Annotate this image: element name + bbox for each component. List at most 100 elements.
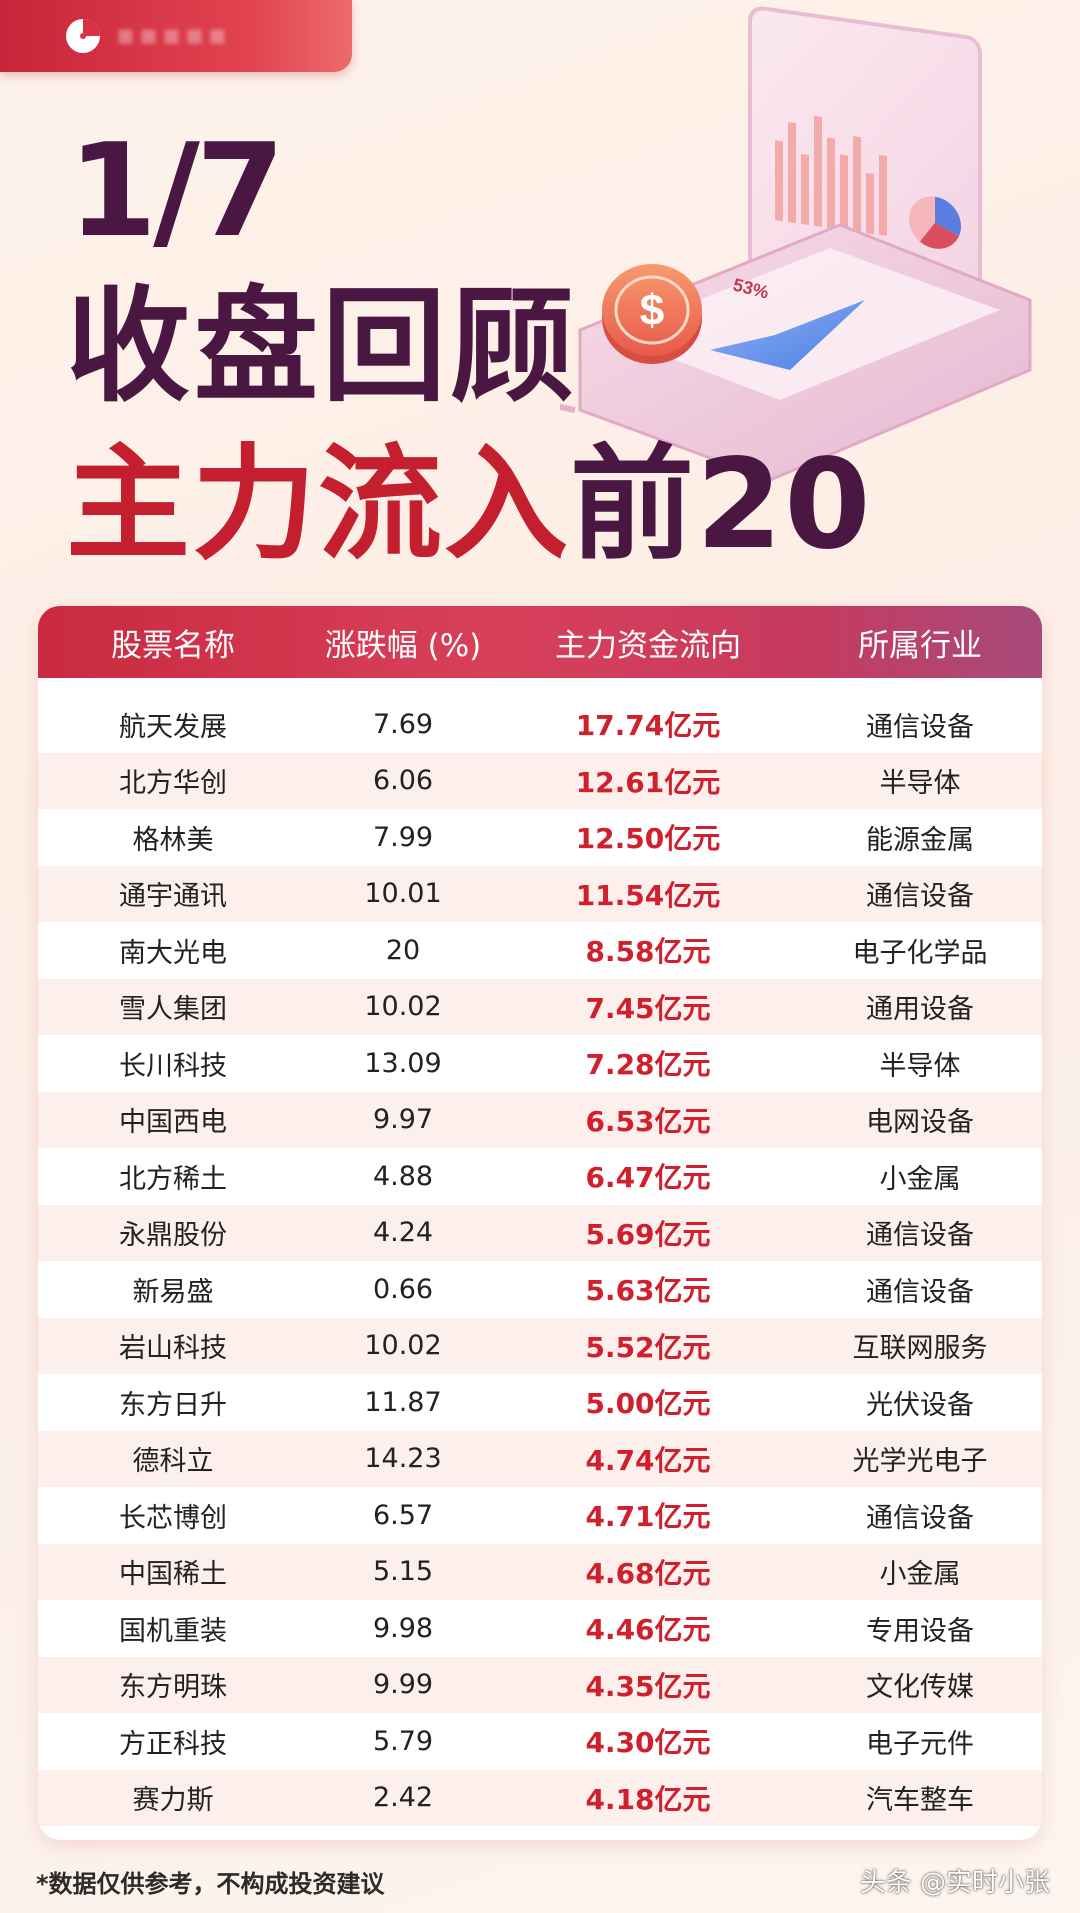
change-percent: 5.15 — [372, 1556, 434, 1588]
table-row: 岩山科技 10.02 5.52亿元 互联网服务 — [38, 1317, 1042, 1374]
table-row: 中国西电 9.97 6.53亿元 电网设备 — [38, 1091, 1042, 1148]
industry: 电子化学品 — [852, 937, 988, 969]
table-row: 雪人集团 10.02 7.45亿元 通用设备 — [38, 978, 1042, 1035]
main-capital-flow: 4.30亿元 — [585, 1726, 711, 1760]
change-percent: 11.87 — [364, 1386, 442, 1418]
table-row: 航天发展 7.69 17.74亿元 通信设备 — [38, 696, 1042, 753]
table-row: 国机重装 9.98 4.46亿元 专用设备 — [38, 1600, 1042, 1657]
table-row: 格林美 7.99 12.50亿元 能源金属 — [38, 809, 1042, 866]
stock-name: 岩山科技 — [119, 1333, 227, 1365]
change-percent: 14.23 — [364, 1443, 442, 1475]
industry: 半导体 — [879, 1050, 961, 1082]
stock-name: 东方明珠 — [119, 1672, 227, 1704]
table-row: 方正科技 5.79 4.30亿元 电子元件 — [38, 1713, 1042, 1770]
industry: 电子元件 — [866, 1728, 974, 1760]
badge-blurred-text: ▪▪▪▪▪ — [116, 18, 231, 51]
industry: 通信设备 — [866, 1220, 974, 1252]
industry: 通信设备 — [866, 881, 974, 913]
main-capital-flow: 4.18亿元 — [585, 1782, 711, 1816]
table-row: 中国稀土 5.15 4.68亿元 小金属 — [38, 1543, 1042, 1600]
industry: 通用设备 — [866, 994, 974, 1026]
change-percent: 9.97 — [372, 1104, 434, 1136]
change-percent: 10.02 — [364, 1330, 442, 1362]
industry: 汽车整车 — [866, 1785, 974, 1817]
table-row: 东方日升 11.87 5.00亿元 光伏设备 — [38, 1374, 1042, 1431]
page-subtitle: 主力流入前20 — [66, 443, 873, 567]
main-capital-flow: 5.69亿元 — [585, 1217, 711, 1251]
main-capital-flow: 12.61亿元 — [575, 765, 721, 799]
main-capital-flow: 5.63亿元 — [585, 1274, 711, 1308]
table-row: 长川科技 13.09 7.28亿元 半导体 — [38, 1035, 1042, 1092]
table-row: 赛力斯 2.42 4.18亿元 汽车整车 — [38, 1769, 1042, 1826]
table-row: 德科立 14.23 4.74亿元 光学光电子 — [38, 1430, 1042, 1487]
main-capital-flow: 5.52亿元 — [585, 1330, 711, 1364]
industry: 小金属 — [879, 1559, 961, 1591]
stock-name: 长芯博创 — [119, 1502, 227, 1534]
industry: 通信设备 — [866, 1502, 974, 1534]
industry: 光学光电子 — [852, 1446, 988, 1478]
main-capital-flow: 6.47亿元 — [585, 1161, 711, 1195]
main-capital-flow: 4.68亿元 — [585, 1556, 711, 1590]
disclaimer: *数据仅供参考，不构成投资建议 — [36, 1870, 385, 1898]
change-percent: 2.42 — [372, 1782, 434, 1814]
table-body: 航天发展 7.69 17.74亿元 通信设备 北方华创 6.06 12.61亿元 半导体 格林美… — [38, 678, 1042, 1826]
change-percent: 6.06 — [372, 765, 434, 797]
change-percent: 13.09 — [364, 1047, 442, 1079]
stock-name: 航天发展 — [119, 711, 227, 743]
stock-name: 格林美 — [132, 824, 214, 856]
stock-name: 南大光电 — [119, 937, 227, 969]
column-header-industry: 所属行业 — [858, 627, 982, 664]
stock-name: 长川科技 — [119, 1050, 227, 1082]
change-percent: 4.88 — [372, 1160, 434, 1192]
back-screen — [748, 6, 982, 330]
change-percent: 7.69 — [372, 708, 434, 740]
subtitle-dark-part: 前20 — [570, 433, 873, 577]
industry: 半导体 — [879, 768, 961, 800]
top-badge: ▪▪▪▪▪ — [0, 0, 352, 72]
stock-name: 德科立 — [132, 1446, 214, 1478]
main-capital-flow: 4.74亿元 — [585, 1443, 711, 1477]
pie-chart-icon — [66, 19, 100, 53]
table-row: 南大光电 20 8.58亿元 电子化学品 — [38, 922, 1042, 979]
main-capital-flow: 5.00亿元 — [585, 1387, 711, 1421]
main-capital-flow: 12.50亿元 — [575, 822, 721, 856]
main-capital-flow: 11.54亿元 — [575, 878, 721, 912]
industry: 电网设备 — [866, 1107, 974, 1139]
stock-name: 赛力斯 — [132, 1785, 214, 1817]
capital-flow-table: 股票名称 涨跌幅 (%) 主力资金流向 所属行业 航天发展 7.69 17.74亿元… — [38, 606, 1042, 1840]
stock-name: 新易盛 — [132, 1276, 214, 1308]
change-percent: 6.57 — [372, 1499, 434, 1531]
change-percent: 4.24 — [372, 1217, 434, 1249]
stock-name: 北方华创 — [119, 768, 227, 800]
main-capital-flow: 4.46亿元 — [585, 1613, 711, 1647]
stock-name: 中国稀土 — [119, 1559, 227, 1591]
stock-name: 雪人集团 — [119, 994, 227, 1026]
main-capital-flow: 6.53亿元 — [585, 1104, 711, 1138]
main-capital-flow: 17.74亿元 — [575, 709, 721, 743]
change-percent: 7.99 — [372, 821, 434, 853]
industry: 互联网服务 — [852, 1333, 988, 1365]
change-percent: 9.99 — [372, 1669, 434, 1701]
table-row: 通宇通讯 10.01 11.54亿元 通信设备 — [38, 865, 1042, 922]
title-date: 1/7 — [68, 117, 285, 266]
column-header-flow: 主力资金流向 — [555, 627, 741, 664]
table-row: 东方明珠 9.99 4.35亿元 文化传媒 — [38, 1656, 1042, 1713]
industry: 小金属 — [879, 1163, 961, 1195]
table-header: 股票名称 涨跌幅 (%) 主力资金流向 所属行业 — [38, 606, 1042, 678]
table-row: 北方华创 6.06 12.61亿元 半导体 — [38, 752, 1042, 809]
stock-name: 方正科技 — [119, 1728, 227, 1760]
stock-name: 中国西电 — [119, 1107, 227, 1139]
svg-text:$: $ — [640, 286, 664, 335]
table-row: 长芯博创 6.57 4.71亿元 通信设备 — [38, 1487, 1042, 1544]
change-percent: 9.98 — [372, 1612, 434, 1644]
page-title: 收盘回顾 — [66, 275, 579, 419]
industry: 通信设备 — [866, 1276, 974, 1308]
subtitle-red-part: 主力流入 — [66, 433, 571, 577]
industry: 光伏设备 — [866, 1389, 974, 1421]
column-header-change: 涨跌幅 (%) — [324, 627, 482, 664]
stock-name: 通宇通讯 — [119, 881, 227, 913]
change-percent: 20 — [385, 934, 421, 966]
main-capital-flow: 7.45亿元 — [585, 991, 711, 1025]
watermark: 头条 @实时小张 — [859, 1868, 1050, 1898]
change-percent: 5.79 — [372, 1725, 434, 1757]
